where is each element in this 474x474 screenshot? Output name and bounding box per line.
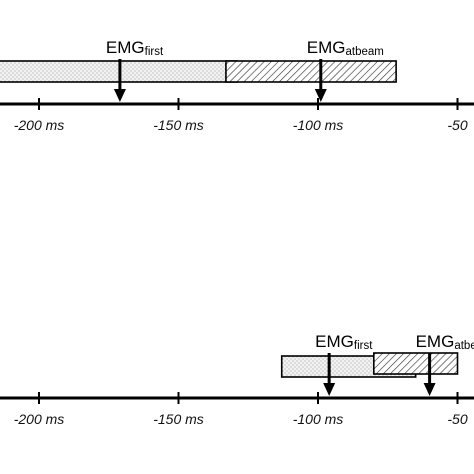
- hatched-interval-box: [372, 352, 459, 375]
- hatched-interval-box: [225, 60, 397, 83]
- emg-label: EMGfirst: [106, 38, 164, 58]
- emg-label-base: EMG: [307, 38, 346, 57]
- emg-label-base: EMG: [106, 38, 145, 57]
- tick-label: -150 ms: [153, 117, 204, 133]
- emg-label-base: EMG: [416, 332, 455, 351]
- tick-label: -50: [447, 411, 467, 427]
- emg-label-sub: atbeam: [346, 46, 384, 58]
- arrow-head: [423, 383, 436, 396]
- emg-label: EMGatbeam: [416, 332, 474, 352]
- tick-label: -150 ms: [153, 411, 204, 427]
- tick-label: -200 ms: [14, 411, 65, 427]
- tick-label: -100 ms: [293, 117, 344, 133]
- emg-label: EMGatbeam: [307, 38, 384, 58]
- emg-label: EMGfirst: [315, 332, 373, 352]
- tick-label: -50: [447, 117, 467, 133]
- tick-label: -200 ms: [14, 117, 65, 133]
- emg-label-sub: first: [354, 340, 373, 352]
- tick-label: -100 ms: [293, 411, 344, 427]
- arrow-head: [314, 89, 327, 102]
- emg-label-sub: atbeam: [454, 340, 474, 352]
- arrow-head: [113, 89, 126, 102]
- emg-label-base: EMG: [315, 332, 354, 351]
- emg-label-sub: first: [145, 46, 164, 58]
- panel-bottom: -200 ms-150 ms-100 ms-50EMGfirstEMGatbea…: [0, 332, 474, 427]
- arrow-head: [323, 383, 336, 396]
